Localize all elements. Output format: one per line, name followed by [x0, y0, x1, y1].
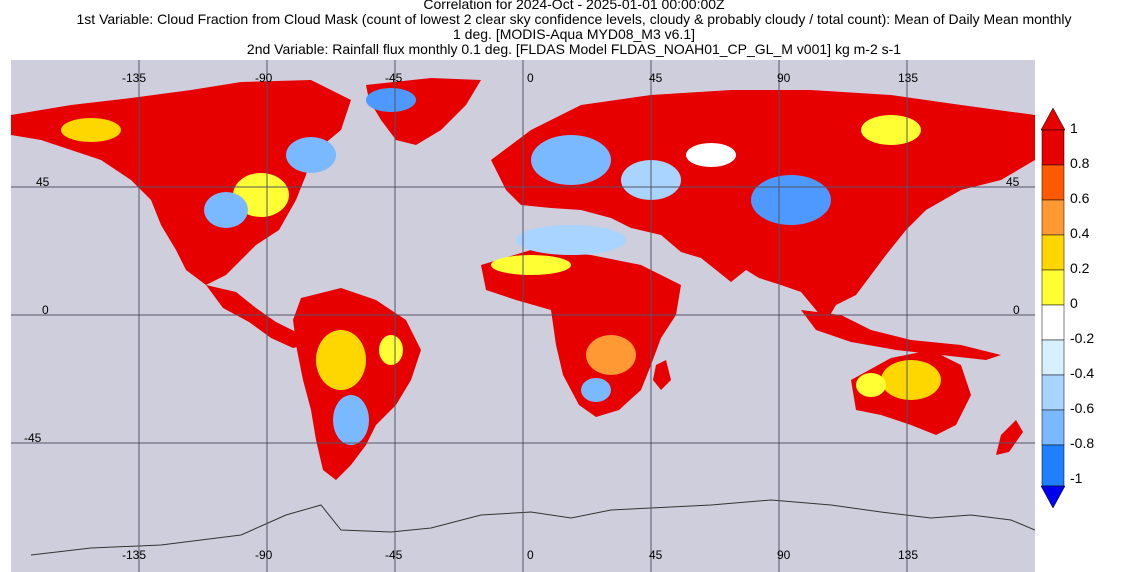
colorbar-label: -0.6	[1070, 400, 1095, 416]
lat-tick-right-2: 0	[1013, 303, 1020, 317]
lon-tick-top-2: -90	[255, 71, 273, 85]
lat-tick-right-1: 45	[1006, 175, 1020, 189]
lon-tick-bottom-5: 45	[649, 548, 663, 562]
lon-tick-bottom-6: 90	[777, 548, 791, 562]
title-line-2: 1st Variable: Cloud Fraction from Cloud …	[76, 11, 1072, 27]
title-line-4: 2nd Variable: Rainfall flux monthly 0.1 …	[246, 41, 902, 57]
title-line-3: 1 deg. [MODIS-Aqua MYD08_M3 v6.1]	[453, 26, 695, 42]
colorbar-label: 0.8	[1070, 155, 1090, 171]
lat-tick-left-2: 0	[42, 303, 49, 317]
lon-tick-bottom-1: -135	[122, 548, 147, 562]
lon-tick-top-3: -45	[385, 71, 403, 85]
antarctica-outline	[30, 499, 1035, 556]
lon-tick-bottom-3: -45	[385, 548, 403, 562]
correlation-map	[11, 60, 1035, 572]
lon-tick-top-7: 135	[898, 71, 919, 85]
landmass-madagascar	[653, 360, 671, 390]
lat-tick-left-3: -45	[24, 431, 42, 445]
landmass-africa	[481, 250, 681, 417]
colorbar-label: -0.2	[1070, 330, 1095, 346]
colorbar-label: 0.6	[1070, 190, 1090, 206]
colorbar-label: 0	[1070, 295, 1078, 311]
colorbar-label: 0.2	[1070, 260, 1090, 276]
map-panel[interactable]	[11, 60, 1035, 572]
graticule	[11, 60, 1035, 572]
colorbar-top-arrow	[1041, 108, 1065, 131]
lon-tick-bottom-7: 135	[898, 548, 919, 562]
lon-tick-top-5: 45	[649, 71, 663, 85]
landmass-central-america	[206, 285, 306, 348]
lon-tick-bottom-2: -90	[255, 548, 273, 562]
title-block: Correlation for 2024-Oct - 2025-01-01 00…	[0, 0, 1148, 57]
lon-tick-top-1: -135	[122, 71, 147, 85]
colorbar	[1041, 108, 1065, 508]
correlation-patches	[61, 88, 941, 445]
lon-tick-top-4: 0	[527, 71, 534, 85]
colorbar-bottom-arrow	[1041, 485, 1065, 508]
landmass-maritime-se-asia	[801, 310, 1001, 360]
colorbar-label: 1	[1070, 120, 1078, 136]
lat-tick-left-1: 45	[36, 175, 50, 189]
lon-tick-bottom-4: 0	[527, 548, 534, 562]
colorbar-label: -0.4	[1070, 365, 1095, 381]
landmass-new-zealand	[996, 420, 1023, 455]
colorbar-label: 0.4	[1070, 225, 1090, 241]
title-line-1: Correlation for 2024-Oct - 2025-01-01 00…	[423, 0, 725, 12]
lon-tick-top-6: 90	[777, 71, 791, 85]
colorbar-label: -0.8	[1070, 435, 1095, 451]
colorbar-label: -1	[1070, 470, 1083, 486]
